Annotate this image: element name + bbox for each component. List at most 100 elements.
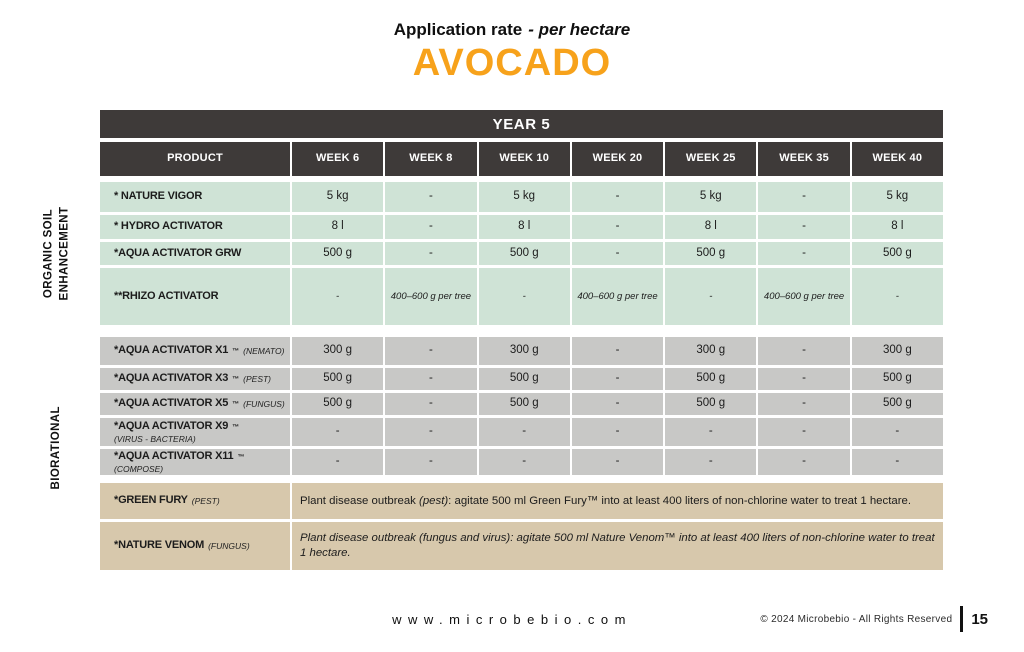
product-note: (PEST) bbox=[243, 373, 272, 384]
page-title-suffix: - per hectare bbox=[528, 20, 631, 39]
value-cell: 500 g bbox=[665, 368, 757, 390]
product-note: (VIRUS - BACTERIA) bbox=[114, 433, 196, 444]
value-cell: 500 g bbox=[665, 393, 757, 415]
product-name: * NATURE VIGOR bbox=[114, 190, 203, 203]
product-cell: *AQUA ACTIVATOR X9 ™ (VIRUS - BACTERIA) bbox=[100, 418, 290, 446]
table-row-rhizo-activator: **RHIZO ACTIVATOR - 400–600 g per tree -… bbox=[100, 268, 943, 325]
product-note: (PEST) bbox=[191, 495, 220, 506]
value-cell: - bbox=[758, 215, 850, 239]
value-cell: 8 l bbox=[478, 215, 570, 239]
value-cell: - bbox=[478, 418, 570, 446]
table-row-aqua-activator-x11: *AQUA ACTIVATOR X11 ™ (COMPOSE) - - - - -… bbox=[100, 449, 943, 475]
value-cell: 8 l bbox=[851, 215, 943, 239]
value-cell: - bbox=[665, 449, 757, 475]
product-note: (COMPOSE) bbox=[114, 463, 164, 474]
side-label-organic-line2: ENHANCEMENT bbox=[58, 206, 71, 301]
table-row-hydro-activator: * HYDRO ACTIVATOR 8 l - 8 l - 8 l - 8 l bbox=[100, 215, 943, 239]
page-number: 15 bbox=[971, 610, 988, 628]
title-block: Application rate - per hectare AVOCADO bbox=[0, 20, 1024, 82]
product-cell: **RHIZO ACTIVATOR bbox=[100, 268, 290, 325]
product-cell: *AQUA ACTIVATOR X1 ™ (NEMATO) bbox=[100, 337, 290, 365]
value-cell: - bbox=[758, 182, 850, 212]
table-row-aqua-activator-x9: *AQUA ACTIVATOR X9 ™ (VIRUS - BACTERIA) -… bbox=[100, 418, 943, 446]
value-cell: - bbox=[571, 368, 664, 390]
value-cell: - bbox=[385, 242, 477, 265]
section-organic-soil-enhancement: * NATURE VIGOR 5 kg - 5 kg - 5 kg - 5 kg… bbox=[100, 182, 943, 325]
product-name: *AQUA ACTIVATOR X3 bbox=[114, 372, 229, 385]
product-note: (NEMATO) bbox=[243, 345, 285, 356]
value-cell: 500 g bbox=[851, 242, 943, 265]
value-cell: - bbox=[385, 418, 477, 446]
page-title-main: Application rate bbox=[393, 20, 523, 39]
table-row-aqua-activator-grw: *AQUA ACTIVATOR GRW 500 g - 500 g - 500 … bbox=[100, 242, 943, 265]
value-cell: - bbox=[758, 418, 850, 446]
column-header-week6: WEEK 6 bbox=[292, 142, 384, 176]
instruction-text: : agitate 500 ml Green Fury™ into at lea… bbox=[448, 494, 911, 507]
page-number-divider bbox=[960, 606, 964, 632]
product-name: *GREEN FURY bbox=[114, 494, 188, 507]
footer-right: © 2024 Microbebio - All Rights Reserved … bbox=[760, 604, 988, 634]
value-cell: - bbox=[571, 449, 664, 475]
value-cell: 5 kg bbox=[665, 182, 757, 212]
value-cell: 300 g bbox=[665, 337, 757, 365]
page-title: Application rate - per hectare bbox=[0, 20, 1024, 40]
column-header-product: PRODUCT bbox=[100, 142, 290, 176]
crop-title: AVOCADO bbox=[412, 42, 612, 84]
instruction-text: Plant disease outbreak bbox=[300, 494, 420, 507]
product-cell: *NATURE VENOM (FUNGUS) bbox=[100, 522, 290, 570]
product-note: (FUNGUS) bbox=[243, 398, 285, 409]
value-cell: - bbox=[385, 215, 477, 239]
value-cell: - bbox=[571, 215, 664, 239]
instruction-text-italic: (pest) bbox=[419, 494, 449, 507]
column-header-week20: WEEK 20 bbox=[571, 142, 664, 176]
product-cell: *AQUA ACTIVATOR X11 ™ (COMPOSE) bbox=[100, 449, 290, 475]
product-cell: *AQUA ACTIVATOR GRW bbox=[100, 242, 290, 265]
column-header-week10: WEEK 10 bbox=[478, 142, 570, 176]
value-cell: - bbox=[385, 449, 477, 475]
value-cell: - bbox=[292, 268, 384, 325]
side-label-organic-soil-enhancement: ORGANIC SOIL ENHANCEMENT bbox=[26, 182, 88, 325]
value-cell: - bbox=[385, 393, 477, 415]
trademark-symbol: ™ bbox=[232, 424, 240, 432]
column-header-row: PRODUCT WEEK 6 WEEK 8 WEEK 10 WEEK 20 WE… bbox=[100, 142, 943, 176]
side-label-biorational: BIORATIONAL bbox=[26, 337, 88, 558]
column-header-week40: WEEK 40 bbox=[851, 142, 943, 176]
table-row-aqua-activator-x5: *AQUA ACTIVATOR X5 ™ (FUNGUS) 500 g - 500… bbox=[100, 393, 943, 415]
value-cell: - bbox=[292, 418, 384, 446]
product-cell: *AQUA ACTIVATOR X5 ™ (FUNGUS) bbox=[100, 393, 290, 415]
trademark-symbol: ™ bbox=[232, 348, 240, 356]
value-cell: - bbox=[851, 418, 943, 446]
value-cell: 300 g bbox=[292, 337, 384, 365]
side-label-biorational-text: BIORATIONAL bbox=[50, 405, 63, 490]
product-name: * HYDRO ACTIVATOR bbox=[114, 220, 223, 233]
application-rate-table: YEAR 5 PRODUCT WEEK 6 WEEK 8 WEEK 10 WEE… bbox=[100, 110, 943, 573]
trademark-symbol: ™ bbox=[237, 454, 245, 462]
value-cell: 8 l bbox=[665, 215, 757, 239]
section-biorational-spray: *GREEN FURY (PEST) Plant disease outbrea… bbox=[100, 483, 943, 570]
value-cell: - bbox=[851, 268, 943, 325]
value-cell: - bbox=[758, 393, 850, 415]
table-row-nature-vigor: * NATURE VIGOR 5 kg - 5 kg - 5 kg - 5 kg bbox=[100, 182, 943, 212]
section-biorational: *AQUA ACTIVATOR X1 ™ (NEMATO) 300 g - 300… bbox=[100, 337, 943, 475]
table-row-nature-venom: *NATURE VENOM (FUNGUS) Plant disease out… bbox=[100, 522, 943, 570]
value-cell: 500 g bbox=[292, 368, 384, 390]
value-cell: - bbox=[571, 242, 664, 265]
product-name: *AQUA ACTIVATOR X5 bbox=[114, 397, 229, 410]
value-cell: 500 g bbox=[478, 393, 570, 415]
value-cell: 500 g bbox=[292, 393, 384, 415]
value-cell: - bbox=[478, 449, 570, 475]
value-cell: 300 g bbox=[851, 337, 943, 365]
value-cell: - bbox=[758, 449, 850, 475]
table-row-green-fury: *GREEN FURY (PEST) Plant disease outbrea… bbox=[100, 483, 943, 519]
value-cell: 5 kg bbox=[851, 182, 943, 212]
value-cell: - bbox=[665, 418, 757, 446]
value-cell: 5 kg bbox=[292, 182, 384, 212]
column-header-week25: WEEK 25 bbox=[665, 142, 757, 176]
value-cell: - bbox=[571, 182, 664, 212]
value-cell: - bbox=[851, 449, 943, 475]
value-cell: 8 l bbox=[292, 215, 384, 239]
value-cell: - bbox=[571, 337, 664, 365]
value-cell: - bbox=[385, 182, 477, 212]
trademark-symbol: ™ bbox=[232, 401, 240, 409]
